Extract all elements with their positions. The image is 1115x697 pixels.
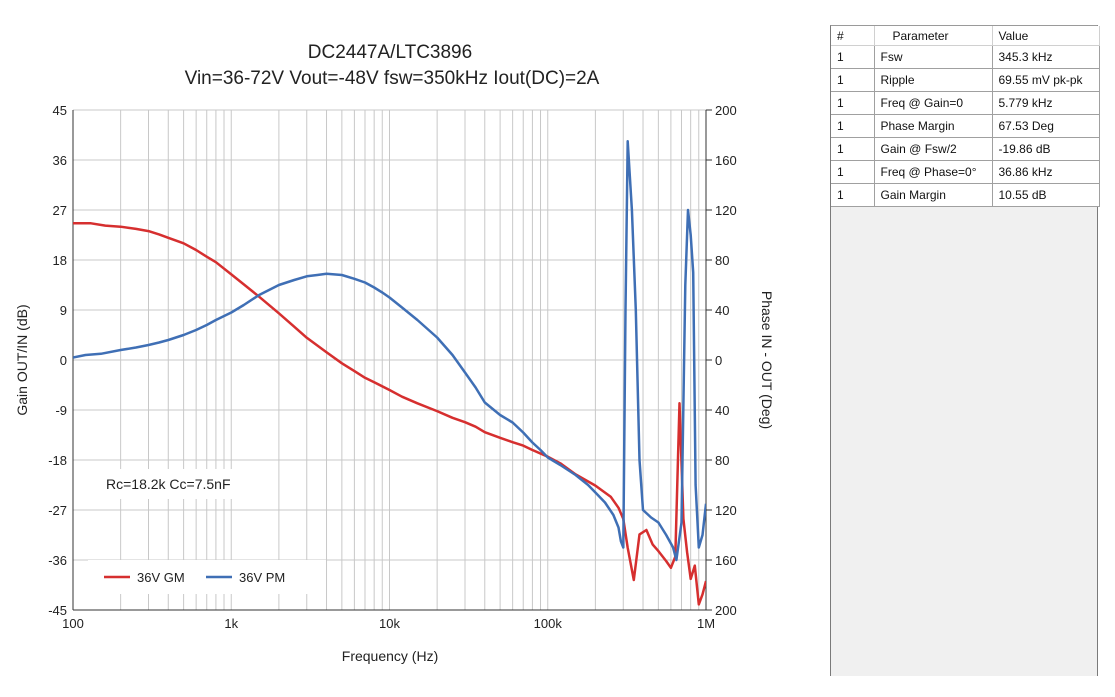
column-header-index[interactable]: # (831, 26, 875, 46)
row-parameter: Gain Margin (874, 183, 993, 207)
row-parameter: Gain @ Fsw/2 (874, 137, 993, 161)
y-tick-label: -27 (48, 503, 67, 518)
chart-subtitle: Vin=36-72V Vout=-48V fsw=350kHz Iout(DC)… (185, 68, 600, 89)
table-row[interactable]: 1 Phase Margin 67.53 Deg (831, 114, 1100, 138)
x-tick-label: 1k (224, 616, 238, 631)
y2-tick-label: 80 (715, 253, 729, 268)
y-tick-label: 9 (60, 303, 67, 318)
legend-pm-label: 36V PM (239, 570, 285, 585)
row-parameter: Freq @ Gain=0 (874, 91, 993, 115)
table-row[interactable]: 1 Freq @ Phase=0° 36.86 kHz (831, 160, 1100, 184)
row-index: 1 (831, 68, 875, 92)
annotation-text: Rc=18.2k Cc=7.5nF (106, 476, 231, 492)
legend-gm-label: 36V GM (137, 570, 185, 585)
y-tick-label: 45 (53, 103, 67, 118)
y-tick-label: 36 (53, 153, 67, 168)
label-layer: 45 36 27 18 9 0 -9 -18 -27 -36 -45 200 160 120 80 40 0 40… (48, 103, 737, 631)
y-tick-label: -9 (55, 403, 67, 418)
bode-plot: 45 36 27 18 9 0 -9 -18 -27 -36 -45 200 160 120 80 40 0 40… (14, 42, 775, 664)
column-header-parameter[interactable]: Parameter (874, 26, 993, 46)
y2-tick-label: 40 (715, 303, 729, 318)
y2-tick-label: 200 (715, 603, 737, 618)
x-tick-label: 1M (697, 616, 715, 631)
parameter-table-header: # Parameter Value (831, 26, 1100, 46)
row-parameter: Fsw (874, 45, 993, 69)
parameter-table: # Parameter Value 1 Fsw 345.3 kHz 1 Ripp… (831, 26, 1100, 207)
table-row[interactable]: 1 Freq @ Gain=0 5.779 kHz (831, 91, 1100, 115)
y2-tick-label: 120 (715, 503, 737, 518)
row-value: 67.53 Deg (992, 114, 1100, 138)
y-tick-label: 27 (53, 203, 67, 218)
y2-tick-label: 80 (715, 453, 729, 468)
column-header-value[interactable]: Value (992, 26, 1100, 46)
table-row[interactable]: 1 Gain Margin 10.55 dB (831, 183, 1100, 207)
row-index: 1 (831, 45, 875, 69)
row-value: 5.779 kHz (992, 91, 1100, 115)
y-tick-label: -18 (48, 453, 67, 468)
y2-tick-label: 160 (715, 153, 737, 168)
grid-layer (72, 109, 707, 611)
y2-axis-title: Phase IN - OUT (Deg) (759, 291, 775, 429)
phase-series-line (73, 140, 706, 562)
y2-tick-label: 160 (715, 553, 737, 568)
y-axis-title: Gain OUT/IN (dB) (14, 304, 30, 415)
annotation-box (100, 469, 264, 499)
row-index: 1 (831, 183, 875, 207)
y-tick-label: 0 (60, 353, 67, 368)
y2-tick-label: 200 (715, 103, 737, 118)
row-value: 69.55 mV pk-pk (992, 68, 1100, 92)
x-tick-label: 100k (534, 616, 563, 631)
x-tick-label: 10k (379, 616, 400, 631)
row-value: 36.86 kHz (992, 160, 1100, 184)
row-index: 1 (831, 91, 875, 115)
table-row[interactable]: 1 Gain @ Fsw/2 -19.86 dB (831, 137, 1100, 161)
x-tick-label: 100 (62, 616, 84, 631)
row-parameter: Phase Margin (874, 114, 993, 138)
table-row[interactable]: 1 Ripple 69.55 mV pk-pk (831, 68, 1100, 92)
row-index: 1 (831, 114, 875, 138)
row-parameter: Ripple (874, 68, 993, 92)
axis-layer (72, 109, 712, 611)
parameter-panel: # Parameter Value 1 Fsw 345.3 kHz 1 Ripp… (830, 25, 1100, 676)
x-axis-title: Frequency (Hz) (342, 648, 438, 664)
table-row[interactable]: 1 Fsw 345.3 kHz (831, 45, 1100, 69)
y2-tick-label: 0 (715, 353, 722, 368)
y2-tick-label: 120 (715, 203, 737, 218)
row-index: 1 (831, 137, 875, 161)
y-tick-label: -45 (48, 603, 67, 618)
row-parameter: Freq @ Phase=0° (874, 160, 993, 184)
y-tick-label: -36 (48, 553, 67, 568)
row-value: 10.55 dB (992, 183, 1100, 207)
gain-series-line (73, 222, 706, 606)
chart-title: DC2447A/LTC3896 (308, 42, 472, 63)
row-index: 1 (831, 160, 875, 184)
series-layer (73, 140, 706, 606)
y-tick-label: 18 (53, 253, 67, 268)
row-value: 345.3 kHz (992, 45, 1100, 69)
row-value: -19.86 dB (992, 137, 1100, 161)
y2-tick-label: 40 (715, 403, 729, 418)
